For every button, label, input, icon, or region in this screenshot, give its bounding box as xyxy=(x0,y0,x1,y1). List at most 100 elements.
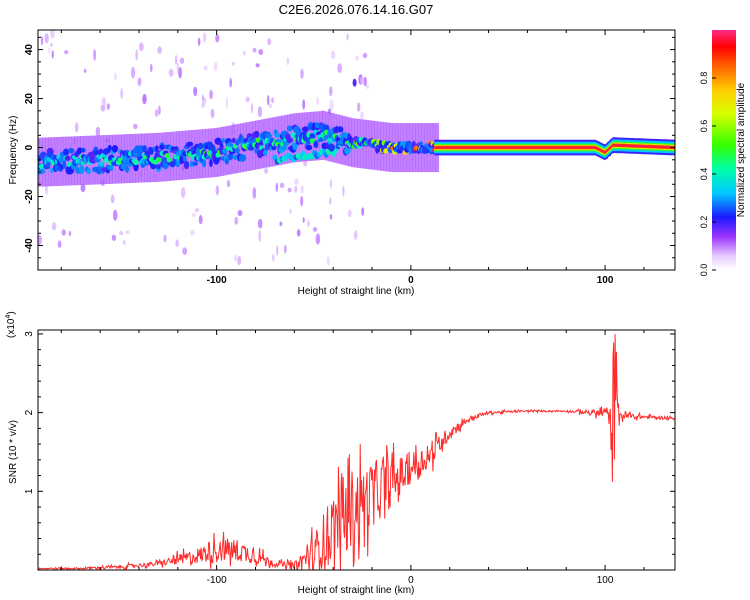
colorbar-tick-label: 0.8 xyxy=(699,72,709,85)
heatmap-speckle xyxy=(137,77,142,87)
x-tick-label: 0 xyxy=(408,275,414,286)
heatmap-speckle xyxy=(296,229,301,237)
heatmap-speckle xyxy=(74,122,79,133)
heatmap-speckle xyxy=(95,126,101,138)
heatmap-cell xyxy=(328,143,335,152)
heatmap-cell xyxy=(142,145,147,153)
heatmap-speckle xyxy=(83,68,87,73)
heatmap-halo xyxy=(100,135,105,185)
heatmap-speckle xyxy=(287,187,292,193)
heatmap-speckle xyxy=(275,182,278,192)
heatmap-speckle xyxy=(326,256,330,266)
heatmap-speckle xyxy=(209,89,213,100)
y-tick-label: -20 xyxy=(24,189,35,204)
y-tick-label: 0 xyxy=(24,144,35,150)
heatmap-speckle xyxy=(342,185,345,197)
heatmap-speckle xyxy=(258,49,264,55)
heatmap-speckle xyxy=(150,63,153,73)
heatmap-speckle xyxy=(329,86,333,97)
heatmap-cell xyxy=(274,133,281,138)
heatmap-cell xyxy=(197,142,204,150)
heatmap-speckle xyxy=(245,96,250,103)
spectrogram-frame xyxy=(37,29,676,271)
heatmap-speckle xyxy=(329,197,332,205)
heatmap-speckle xyxy=(210,108,215,119)
heatmap-speckle xyxy=(362,52,368,59)
heatmap-cell xyxy=(305,144,313,151)
heatmap-cell xyxy=(265,133,273,139)
snr-scale-close: ) xyxy=(6,311,17,314)
heatmap-speckle xyxy=(194,208,200,213)
y-tick-label: -40 xyxy=(24,238,35,253)
colorbar-tick-label: 0.4 xyxy=(699,168,709,181)
heatmap-cell xyxy=(63,148,69,157)
heatmap-cell xyxy=(323,124,330,132)
heatmap-speckle xyxy=(300,185,304,194)
x-tick-label: 0 xyxy=(408,575,414,586)
heatmap-speckle xyxy=(51,222,57,231)
heatmap-speckle xyxy=(366,83,369,89)
heatmap-cell xyxy=(77,147,83,154)
heatmap-cell xyxy=(383,148,389,154)
heatmap-cell xyxy=(240,136,245,144)
heatmap-speckle xyxy=(250,102,254,114)
heatmap-speckle xyxy=(106,103,111,110)
snr-frame xyxy=(37,329,676,571)
heatmap-speckle xyxy=(133,123,138,130)
snr-xlabel: Height of straight line (km) xyxy=(298,585,415,596)
heatmap-cell xyxy=(62,160,67,169)
heatmap-cell xyxy=(166,157,172,163)
spectrogram-xlabel: Height of straight line (km) xyxy=(298,286,415,297)
heatmap-speckle xyxy=(279,182,285,189)
y-tick-label: 40 xyxy=(24,44,35,56)
heatmap-cell xyxy=(184,161,190,170)
heatmap-cell xyxy=(155,145,159,153)
heatmap-speckle xyxy=(226,179,231,188)
snr-line xyxy=(38,334,675,570)
heatmap-speckle xyxy=(316,233,321,245)
heatmap-cell xyxy=(64,155,71,161)
heatmap-speckle xyxy=(201,102,205,108)
heatmap-cell xyxy=(182,154,187,163)
heatmap-speckle xyxy=(57,240,62,248)
heatmap-speckle xyxy=(363,76,367,87)
heatmap-speckle xyxy=(190,229,195,236)
heatmap-speckle xyxy=(120,88,124,99)
heatmap-speckle xyxy=(360,111,364,120)
heatmap-speckle xyxy=(93,49,96,61)
heatmap-speckle xyxy=(110,194,115,204)
x-tick-label: -100 xyxy=(207,575,227,586)
heatmap-speckle xyxy=(283,244,287,254)
heatmap-speckle xyxy=(163,234,167,243)
heatmap-cell xyxy=(292,142,298,151)
heatmap-speckle xyxy=(138,42,144,52)
heatmap-speckle xyxy=(312,227,318,232)
heatmap-cell xyxy=(295,127,302,136)
heatmap-speckle xyxy=(231,61,235,66)
heatmap-cell xyxy=(149,147,154,155)
heatmap-cell xyxy=(66,161,73,168)
heatmap-cell xyxy=(313,141,319,148)
colorbar-label: Normalized spectral amplitude xyxy=(736,82,747,217)
heatmap-speckle xyxy=(50,30,55,39)
heatmap-cell xyxy=(38,164,45,170)
heatmap-speckle xyxy=(307,220,310,227)
heatmap-speckle xyxy=(279,221,283,227)
heatmap-speckle xyxy=(359,77,365,85)
colorbar-tick-label: 0.6 xyxy=(699,120,709,133)
heatmap-cell xyxy=(38,168,45,175)
heatmap-speckle xyxy=(202,32,207,43)
heatmap-cell xyxy=(418,141,423,147)
heatmap-speckle xyxy=(257,106,262,118)
heatmap-cell xyxy=(281,144,287,151)
heatmap-speckle xyxy=(122,240,126,245)
heatmap-speckle xyxy=(257,218,263,229)
heatmap-speckle xyxy=(135,49,138,61)
heatmap-speckle xyxy=(286,57,290,66)
heatmap-cell xyxy=(81,147,86,153)
heatmap-speckle xyxy=(357,102,361,112)
heatmap-speckle xyxy=(38,234,42,246)
heatmap-speckle xyxy=(267,38,272,46)
heatmap-cell xyxy=(156,164,161,170)
heatmap-cell xyxy=(233,154,238,160)
